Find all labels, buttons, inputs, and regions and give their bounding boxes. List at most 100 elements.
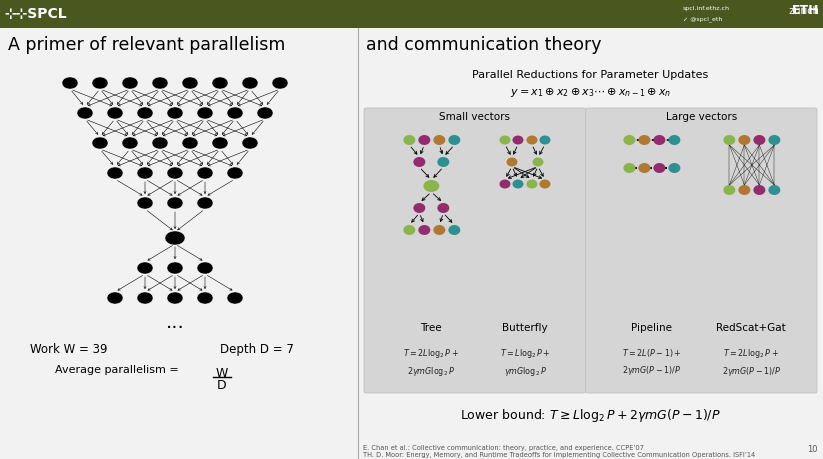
Text: ⊹⊹SPCL: ⊹⊹SPCL: [4, 7, 67, 21]
Ellipse shape: [122, 77, 138, 89]
Ellipse shape: [122, 137, 138, 149]
Ellipse shape: [212, 77, 228, 89]
Ellipse shape: [77, 107, 93, 119]
Ellipse shape: [418, 225, 430, 235]
Text: RedScat+Gat: RedScat+Gat: [717, 323, 786, 333]
Ellipse shape: [769, 135, 780, 145]
Ellipse shape: [107, 107, 123, 119]
Ellipse shape: [152, 77, 168, 89]
Ellipse shape: [532, 157, 543, 167]
Text: Butterfly: Butterfly: [502, 323, 548, 333]
Text: 10: 10: [807, 445, 818, 454]
Ellipse shape: [723, 135, 736, 145]
Ellipse shape: [107, 292, 123, 304]
Text: ...: ...: [165, 313, 184, 332]
Ellipse shape: [668, 163, 681, 173]
Ellipse shape: [623, 163, 635, 173]
Text: zürich: zürich: [783, 6, 819, 16]
Ellipse shape: [197, 197, 213, 209]
Text: $T = 2L(P-1) +$
$2\gamma mG(P-1)/P$: $T = 2L(P-1) +$ $2\gamma mG(P-1)/P$: [621, 347, 681, 377]
Ellipse shape: [165, 231, 185, 245]
Text: ✓ @spcl_eth: ✓ @spcl_eth: [683, 17, 723, 22]
Ellipse shape: [242, 137, 258, 149]
Ellipse shape: [527, 135, 537, 145]
Ellipse shape: [197, 262, 213, 274]
Text: Depth D = 7: Depth D = 7: [220, 343, 294, 356]
Ellipse shape: [137, 197, 153, 209]
Ellipse shape: [513, 179, 523, 189]
Ellipse shape: [769, 185, 780, 195]
Text: Small vectors: Small vectors: [439, 112, 510, 122]
Ellipse shape: [738, 135, 751, 145]
Ellipse shape: [539, 135, 551, 145]
Ellipse shape: [403, 135, 416, 145]
Ellipse shape: [527, 179, 537, 189]
Ellipse shape: [653, 135, 665, 145]
Text: Pipeline: Pipeline: [631, 323, 672, 333]
Ellipse shape: [639, 163, 650, 173]
Ellipse shape: [668, 135, 681, 145]
Ellipse shape: [92, 77, 108, 89]
FancyBboxPatch shape: [364, 108, 586, 393]
Text: A primer of relevant parallelism: A primer of relevant parallelism: [8, 36, 286, 54]
Ellipse shape: [500, 135, 510, 145]
Text: W: W: [216, 367, 228, 380]
Ellipse shape: [653, 163, 665, 173]
Ellipse shape: [137, 167, 153, 179]
Text: Large vectors: Large vectors: [666, 112, 737, 122]
Text: $T = 2L\log_2 P +$
$2\gamma mG\log_2 P$: $T = 2L\log_2 P +$ $2\gamma mG\log_2 P$: [403, 347, 459, 378]
Ellipse shape: [423, 180, 439, 192]
Ellipse shape: [167, 197, 183, 209]
Text: ETH: ETH: [792, 5, 819, 17]
Bar: [0, 0, 823, 28]
Ellipse shape: [107, 167, 123, 179]
Ellipse shape: [539, 179, 551, 189]
Ellipse shape: [449, 225, 460, 235]
Ellipse shape: [92, 137, 108, 149]
Ellipse shape: [623, 135, 635, 145]
Ellipse shape: [434, 135, 445, 145]
Text: D: D: [217, 379, 227, 392]
Ellipse shape: [449, 135, 460, 145]
Ellipse shape: [413, 157, 425, 167]
Ellipse shape: [639, 135, 650, 145]
Text: spcl.inf.ethz.ch: spcl.inf.ethz.ch: [683, 6, 730, 11]
Ellipse shape: [753, 185, 765, 195]
Ellipse shape: [197, 167, 213, 179]
Ellipse shape: [197, 107, 213, 119]
Ellipse shape: [182, 77, 198, 89]
Ellipse shape: [167, 262, 183, 274]
Ellipse shape: [167, 167, 183, 179]
Ellipse shape: [137, 262, 153, 274]
Ellipse shape: [437, 203, 449, 213]
Ellipse shape: [272, 77, 288, 89]
FancyBboxPatch shape: [586, 108, 817, 393]
Ellipse shape: [500, 179, 510, 189]
Text: E. Chan et al.: Collective communication: theory, practice, and experience. CCPE: E. Chan et al.: Collective communication…: [363, 445, 644, 451]
Text: $T = L\log_2 P +$
$\gamma mG\log_2 P$: $T = L\log_2 P +$ $\gamma mG\log_2 P$: [500, 347, 551, 378]
Ellipse shape: [437, 157, 449, 167]
Ellipse shape: [403, 225, 416, 235]
Ellipse shape: [62, 77, 78, 89]
Text: Work W = 39: Work W = 39: [30, 343, 108, 356]
Text: Lower bound: $T \geq L\log_2 P + 2\gamma mG(P-1)/P$: Lower bound: $T \geq L\log_2 P + 2\gamma…: [460, 407, 721, 424]
Ellipse shape: [197, 292, 213, 304]
Ellipse shape: [257, 107, 273, 119]
Ellipse shape: [212, 137, 228, 149]
Ellipse shape: [753, 135, 765, 145]
Ellipse shape: [167, 107, 183, 119]
Ellipse shape: [513, 135, 523, 145]
Ellipse shape: [137, 107, 153, 119]
Text: $T = 2L\log_2 P +$
$2\gamma mG(P-1)/P$: $T = 2L\log_2 P +$ $2\gamma mG(P-1)/P$: [722, 347, 781, 378]
Text: $y = x_1 \oplus x_2 \oplus x_3 \cdots \oplus x_{n-1} \oplus x_n$: $y = x_1 \oplus x_2 \oplus x_3 \cdots \o…: [510, 86, 671, 99]
Ellipse shape: [738, 185, 751, 195]
Ellipse shape: [227, 107, 243, 119]
Ellipse shape: [242, 77, 258, 89]
Ellipse shape: [418, 135, 430, 145]
Text: Average parallelism =: Average parallelism =: [55, 365, 182, 375]
Ellipse shape: [227, 292, 243, 304]
Text: Parallel Reductions for Parameter Updates: Parallel Reductions for Parameter Update…: [472, 70, 709, 80]
Ellipse shape: [506, 157, 518, 167]
Text: and communication theory: and communication theory: [366, 36, 602, 54]
Ellipse shape: [227, 167, 243, 179]
